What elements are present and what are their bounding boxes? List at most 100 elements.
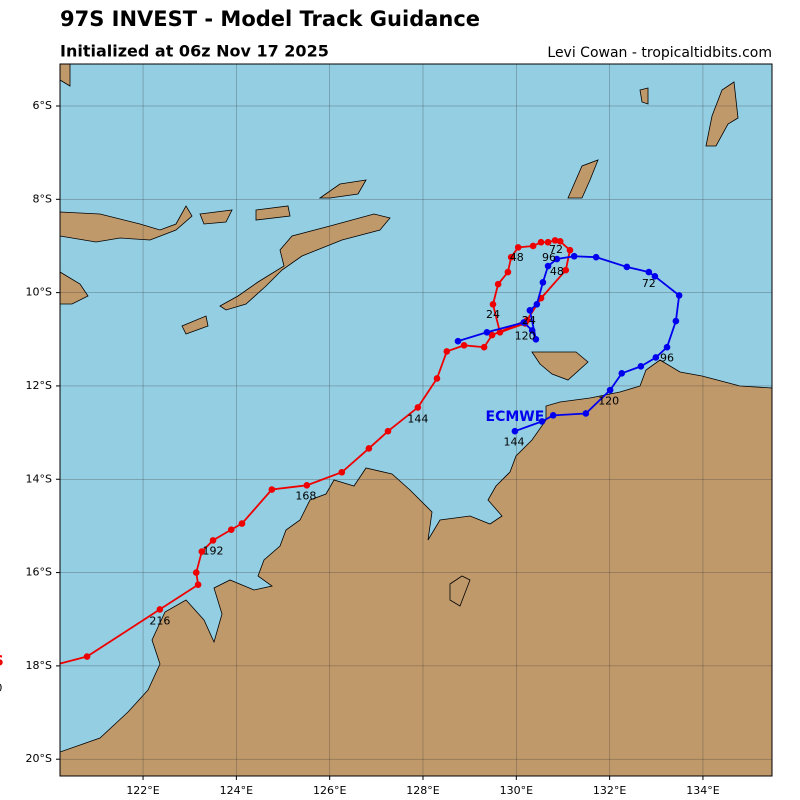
papua — [705, 81, 739, 147]
hour-label: 24 — [486, 308, 500, 321]
track-point — [227, 526, 235, 533]
rote — [181, 315, 209, 335]
y-tick-label: 6°S — [33, 99, 52, 112]
track-point — [526, 307, 534, 314]
x-tick-label: 128°E — [406, 784, 439, 797]
track-point — [618, 370, 626, 377]
model-name: ECMWF — [486, 409, 545, 425]
australia — [60, 359, 772, 776]
track-point — [507, 253, 515, 261]
hour-label: 168 — [295, 490, 316, 503]
track-point — [384, 427, 392, 435]
title: 97S INVEST - Model Track Guidance — [60, 7, 480, 31]
hour-label: 144 — [407, 413, 428, 426]
track-point — [566, 246, 574, 254]
hour-label: 216 — [149, 615, 170, 628]
hour-label: 96 — [542, 251, 556, 264]
track-point — [537, 238, 545, 246]
track-point — [623, 263, 631, 271]
groote — [449, 575, 471, 607]
aru — [639, 87, 649, 105]
track-point — [606, 386, 614, 394]
x-tick-label: 132°E — [593, 784, 626, 797]
hour-label: 120 — [515, 329, 536, 342]
track-point — [443, 348, 451, 355]
track-point — [651, 272, 659, 280]
track-point — [303, 482, 311, 489]
track-point — [488, 331, 496, 339]
track-point — [533, 300, 541, 308]
track-point — [637, 363, 645, 370]
melville — [531, 351, 589, 381]
track-point — [652, 354, 660, 361]
seram — [60, 64, 71, 87]
track-line — [457, 255, 681, 433]
track-point — [514, 244, 522, 251]
track-point — [494, 280, 502, 288]
hour-label: 72 — [549, 243, 563, 256]
track-point — [496, 328, 504, 336]
y-tick-label: 14°S — [26, 472, 52, 485]
hour-label: 72 — [642, 277, 656, 290]
credit: Levi Cowan - tropicaltidbits.com — [547, 45, 772, 61]
hour-label: 48 — [550, 265, 564, 278]
track-point — [551, 237, 559, 244]
track-point — [83, 653, 91, 660]
track-point — [538, 418, 546, 425]
track-point — [675, 292, 683, 299]
wetar — [255, 205, 291, 221]
track-point — [156, 606, 164, 613]
track-point — [528, 327, 536, 334]
track-point — [663, 343, 671, 351]
labels: 122°E 124°E 126°E 128°E 130°E 132°E 134°E 6°S 8°… — [0, 99, 720, 797]
hour-label: 48 — [510, 251, 524, 264]
track-point — [192, 569, 200, 576]
x-tick-label: 130°E — [500, 784, 533, 797]
land — [60, 64, 772, 776]
track-point — [532, 335, 540, 343]
y-tick-label: 20°S — [26, 752, 52, 765]
tracks — [60, 237, 683, 665]
map-area — [60, 64, 772, 776]
track-point — [414, 404, 422, 411]
flores — [60, 205, 193, 243]
track-point — [480, 343, 488, 351]
subtitle: Initialized at 06z Nov 17 2025 — [60, 42, 329, 61]
track-point — [562, 266, 570, 274]
track-point — [570, 252, 578, 260]
alor — [199, 209, 233, 225]
y-tick-label: 10°S — [26, 286, 52, 299]
track-point — [592, 253, 600, 261]
tanimbar — [567, 159, 599, 199]
model-name: GFS — [0, 654, 4, 670]
track-point — [582, 410, 590, 417]
hour-label: 144 — [503, 435, 524, 448]
y-tick-label: 12°S — [26, 379, 52, 392]
track-point — [556, 238, 564, 245]
track-point — [520, 319, 528, 326]
hour-label: 240 — [0, 682, 2, 695]
track-point — [672, 317, 680, 325]
grid — [60, 64, 772, 776]
kai — [318, 179, 367, 199]
track-point — [539, 279, 547, 286]
track-point — [645, 268, 653, 276]
y-tick-label: 16°S — [26, 566, 52, 579]
track-point — [483, 328, 491, 336]
track-point — [553, 255, 561, 263]
track-point — [454, 337, 462, 345]
hour-label: 120 — [598, 394, 619, 407]
hour-label: 24 — [522, 314, 536, 327]
track-point — [194, 581, 202, 589]
track-point — [338, 468, 346, 476]
track-point — [489, 300, 497, 308]
track-point — [460, 342, 468, 349]
track-point — [529, 242, 537, 250]
track-point — [268, 486, 276, 493]
y-tick-label: 8°S — [33, 192, 52, 205]
timor — [219, 213, 391, 311]
track-point — [544, 238, 552, 246]
track-point — [209, 537, 217, 544]
map-frame — [59, 63, 773, 777]
